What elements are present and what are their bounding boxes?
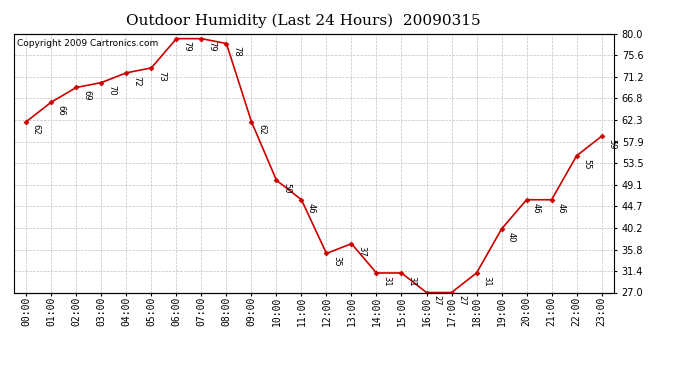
Text: 31: 31 xyxy=(382,276,391,286)
Text: Copyright 2009 Cartronics.com: Copyright 2009 Cartronics.com xyxy=(17,39,158,48)
Text: 55: 55 xyxy=(582,159,591,169)
Text: 62: 62 xyxy=(257,124,266,135)
Text: 40: 40 xyxy=(507,232,516,242)
Text: Outdoor Humidity (Last 24 Hours)  20090315: Outdoor Humidity (Last 24 Hours) 2009031… xyxy=(126,13,481,27)
Text: 72: 72 xyxy=(132,76,141,86)
Text: 59: 59 xyxy=(607,139,616,150)
Text: 62: 62 xyxy=(32,124,41,135)
Text: 46: 46 xyxy=(557,202,566,213)
Text: 69: 69 xyxy=(82,90,91,101)
Text: 79: 79 xyxy=(182,41,191,52)
Text: 78: 78 xyxy=(232,46,241,57)
Text: 46: 46 xyxy=(532,202,541,213)
Text: 31: 31 xyxy=(482,276,491,286)
Text: 35: 35 xyxy=(332,256,341,267)
Text: 46: 46 xyxy=(307,202,316,213)
Text: 66: 66 xyxy=(57,105,66,116)
Text: 79: 79 xyxy=(207,41,216,52)
Text: 70: 70 xyxy=(107,86,116,96)
Text: 37: 37 xyxy=(357,246,366,257)
Text: 31: 31 xyxy=(407,276,416,286)
Text: 27: 27 xyxy=(457,295,466,306)
Text: 50: 50 xyxy=(282,183,291,194)
Text: 27: 27 xyxy=(432,295,441,306)
Text: 73: 73 xyxy=(157,71,166,81)
